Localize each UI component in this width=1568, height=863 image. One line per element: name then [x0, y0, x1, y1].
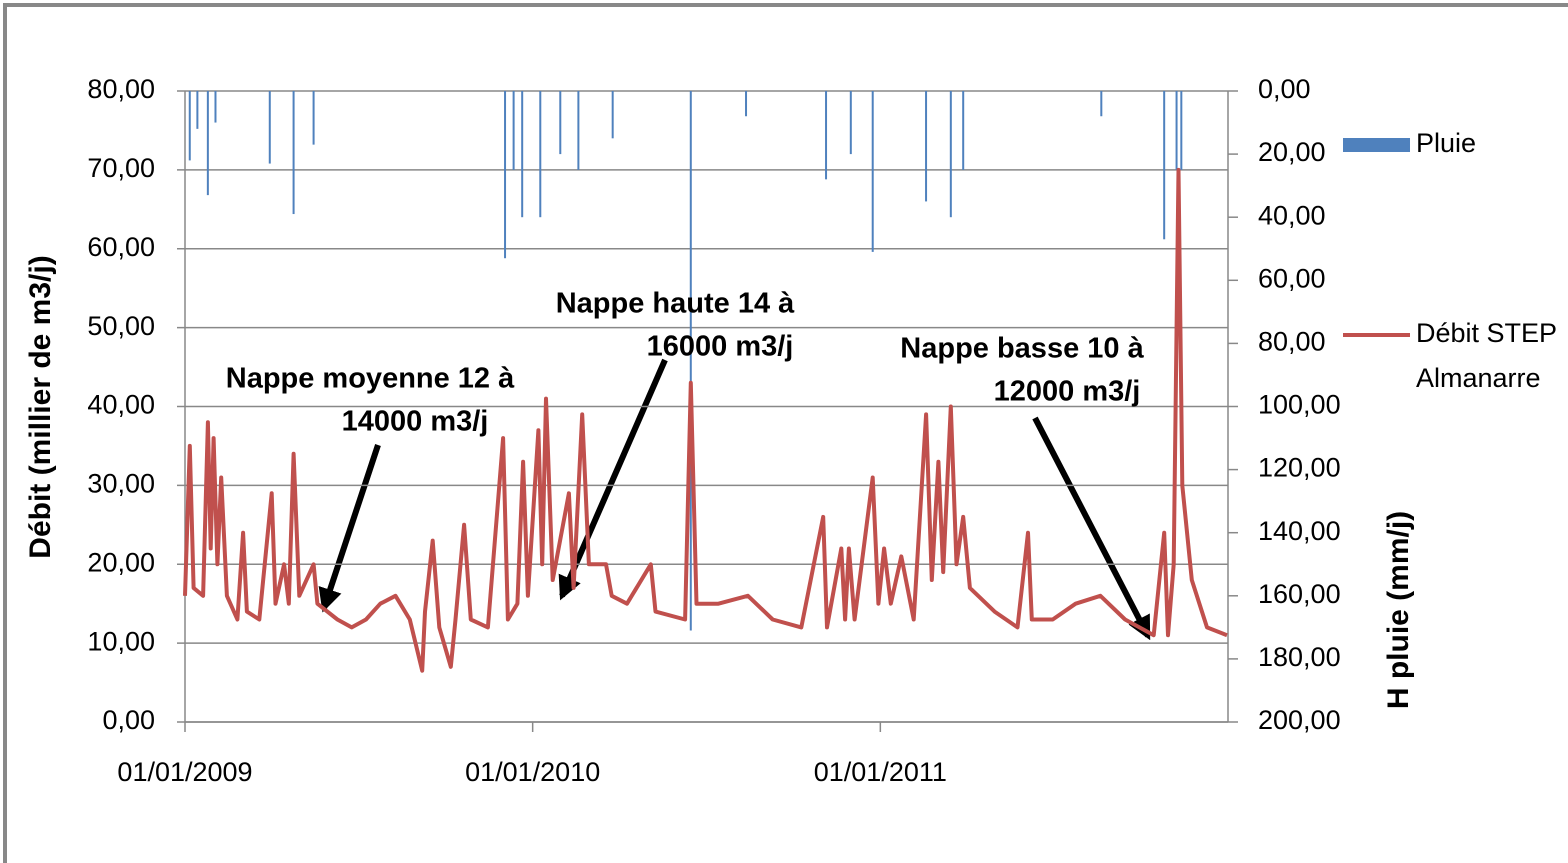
rain-bar [962, 91, 965, 170]
legend-label: Pluie [1416, 128, 1476, 158]
y-tick-label: 0,00 [102, 705, 155, 735]
rain-bar [188, 91, 191, 161]
y-tick-label: 80,00 [87, 74, 155, 104]
y-axis-title: Débit (millier de m3/j) [24, 255, 57, 558]
x-tick-label: 01/01/2009 [117, 757, 252, 787]
annotation: Nappe moyenne 12 à [226, 363, 515, 395]
annotation: Nappe haute 14 à [556, 288, 795, 320]
arrow [318, 444, 381, 613]
x-tick-label: 01/01/2010 [465, 757, 600, 787]
rain-bar [1180, 91, 1183, 170]
rain-bar [214, 91, 217, 123]
rain-bar [745, 91, 748, 117]
rain-bar [1175, 91, 1178, 170]
y2-tick-label: 180,00 [1258, 642, 1341, 672]
annotation: 14000 m3/j [342, 406, 489, 438]
y2-tick-label: 20,00 [1258, 137, 1326, 167]
rain-bar [504, 91, 507, 259]
rain-bar [1100, 91, 1103, 117]
y-tick-label: 70,00 [87, 153, 155, 183]
y2-tick-label: 200,00 [1258, 705, 1341, 735]
legend-label: Débit STEP Almanarre [1416, 318, 1557, 393]
y2-tick-label: 120,00 [1258, 453, 1341, 483]
y2-tick-label: 0,00 [1258, 74, 1311, 104]
y2-tick-label: 60,00 [1258, 263, 1326, 293]
rain-bar [559, 91, 562, 155]
annotation: Nappe basse 10 à [900, 333, 1144, 365]
rain-bar [512, 91, 515, 170]
y2-tick-label: 140,00 [1258, 516, 1341, 546]
annotation: 16000 m3/j [647, 331, 794, 363]
y-tick-label: 50,00 [87, 311, 155, 341]
rain-bar [206, 91, 209, 196]
flow-line [183, 167, 1228, 673]
y-tick-label: 40,00 [87, 390, 155, 420]
rain-bar [871, 91, 874, 252]
rain-bar [292, 91, 295, 215]
y2-tick-label: 80,00 [1258, 327, 1326, 357]
y2-axis-title: H pluie (mm/j) [1382, 511, 1415, 709]
arrow [1032, 416, 1151, 641]
rain-bar [521, 91, 524, 218]
y-tick-label: 10,00 [87, 626, 155, 656]
frame [3, 3, 1568, 863]
y-tick-label: 20,00 [87, 547, 155, 577]
rain-bar [312, 91, 315, 145]
y-tick-label: 30,00 [87, 469, 155, 499]
rain-bar [268, 91, 271, 164]
rain-bar [577, 91, 580, 170]
rain-bar [196, 91, 199, 129]
legend-swatch [1343, 138, 1410, 152]
y2-tick-label: 160,00 [1258, 579, 1341, 609]
y2-tick-label: 40,00 [1258, 200, 1326, 230]
rain-bar [539, 91, 542, 218]
rain-bar [689, 91, 692, 631]
rain-bar [1163, 91, 1166, 240]
rain-bar [925, 91, 928, 202]
rain-bar [949, 91, 952, 218]
legend-label-line: Almanarre [1416, 363, 1541, 393]
rain-bar [849, 91, 852, 155]
legend-label-line: Débit STEP [1416, 318, 1557, 348]
rain-bar [825, 91, 828, 180]
arrow [558, 358, 668, 601]
y2-tick-label: 100,00 [1258, 390, 1341, 420]
rain-bar [611, 91, 614, 139]
annotation: 12000 m3/j [994, 376, 1141, 408]
x-tick-label: 01/01/2011 [814, 757, 947, 787]
y-tick-label: 60,00 [87, 232, 155, 262]
